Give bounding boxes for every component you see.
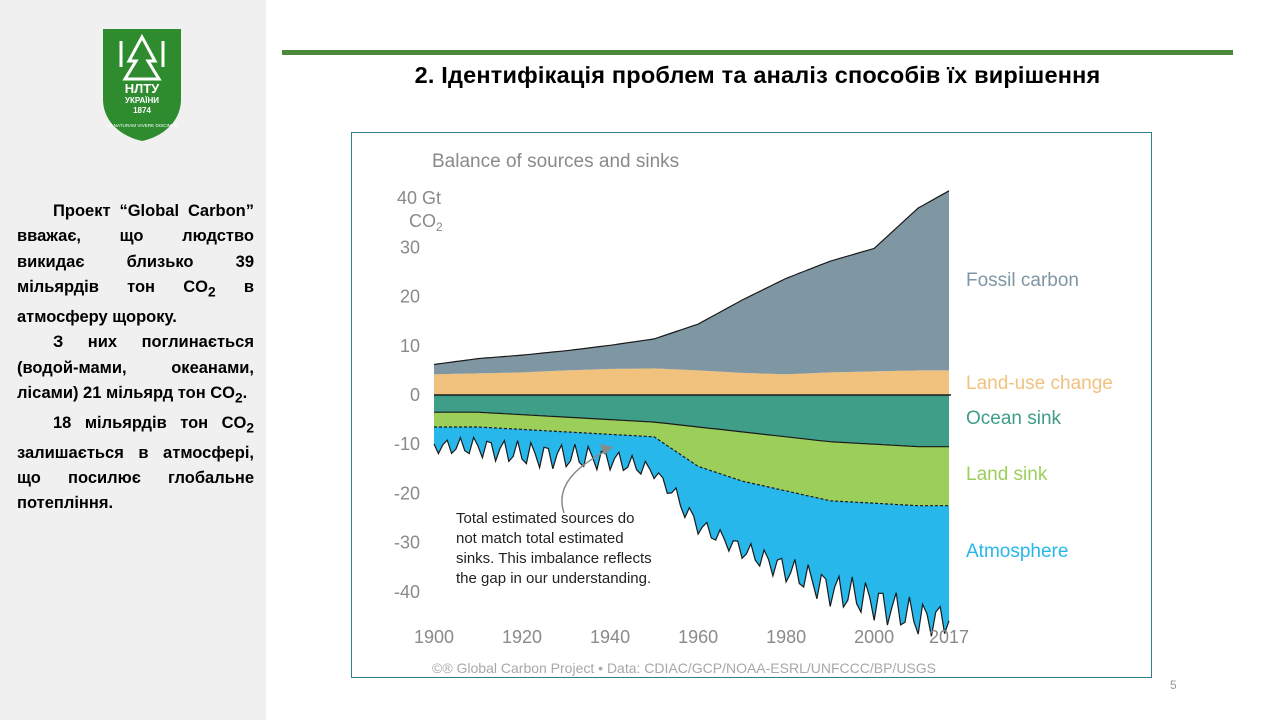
paragraph-2-text: З них поглинається (водой-мами, океанами…	[17, 333, 254, 403]
legend-atmosphere: Atmosphere	[966, 541, 1068, 562]
y-axis-label-2: CO2	[409, 211, 443, 234]
y-tick-label: 0	[410, 385, 420, 405]
paragraph-1: Проект “Global Carbon” вважає, що людств…	[17, 199, 254, 330]
legend-ocean-sink: Ocean sink	[966, 408, 1062, 429]
y-tick-label: 10	[400, 336, 420, 356]
x-tick-label: 1920	[502, 627, 542, 647]
y-tick-label: -40	[394, 582, 420, 602]
body-text: Проект “Global Carbon” вважає, що людств…	[17, 199, 254, 517]
y-axis-label-sub: 2	[436, 220, 443, 234]
annotation-arrow-head	[600, 444, 613, 455]
land-sink-area	[434, 412, 949, 506]
paragraph-3-text: 18 мільярдів тон CO	[53, 413, 247, 432]
atmosphere-line	[433, 435, 950, 637]
annotation-line: the gap in our understanding.	[456, 570, 651, 587]
ocean-sink-area	[434, 395, 949, 447]
land-use-change-area	[434, 368, 949, 395]
logo-line-2: УКРАЇНИ	[125, 96, 159, 105]
chart-layers	[433, 190, 951, 637]
fossil-carbon-area	[434, 190, 949, 375]
ocean-sink-line	[434, 411, 949, 448]
x-tick-label: 1900	[414, 627, 454, 647]
y-tick-label: 30	[400, 237, 420, 257]
paragraph-2: З них поглинається (водой-мами, океанами…	[17, 330, 254, 411]
subscript: 2	[207, 284, 216, 300]
slide-title: 2. Ідентифікація проблем та аналіз спосо…	[414, 62, 1101, 88]
atmosphere-area	[434, 427, 949, 637]
chart-frame: Balance of sources and sinks 40 Gt CO2 3…	[351, 132, 1152, 678]
paragraph-1-text: Проект “Global Carbon” вважає, що людств…	[17, 202, 254, 297]
y-axis-label-line-1: 40 Gt	[397, 188, 441, 208]
annotation-line: not match total estimated	[456, 530, 624, 547]
paragraph-2-text-end: .	[242, 384, 248, 403]
data-source: ©® Global Carbon Project • Data: CDIAC/G…	[432, 660, 936, 676]
logo-line-3: 1874	[133, 106, 151, 115]
y-axis-label-line-2: CO	[409, 211, 436, 231]
chart-title: Balance of sources and sinks	[432, 151, 679, 172]
y-tick-label: -30	[394, 533, 420, 553]
y-tick-label: -10	[394, 434, 420, 454]
subscript: 2	[246, 420, 254, 436]
page-number: 5	[1170, 678, 1177, 692]
legend-fossil-carbon: Fossil carbon	[966, 270, 1079, 291]
paragraph-3: 18 мільярдів тон CO2 залишається в атмос…	[17, 411, 254, 517]
y-tick-label: -20	[394, 483, 420, 503]
title-rule	[282, 50, 1233, 55]
annotation-line: sinks. This imbalance reflects	[456, 550, 652, 567]
total-sources-line	[433, 190, 950, 366]
x-ticks: 1900 1920 1940 1960 1980 2000 2017	[414, 627, 969, 647]
university-logo: НЛТУ УКРАЇНИ 1874 AD NATURAM VIVERE DISC…	[101, 27, 183, 143]
land-sink-line	[434, 426, 949, 507]
y-axis-label: 40 Gt	[397, 188, 441, 208]
x-tick-label: 1940	[590, 627, 630, 647]
y-tick-label: 20	[400, 287, 420, 307]
paragraph-1-text-end: в атмосферу щороку.	[17, 278, 254, 326]
logo-line-1: НЛТУ	[125, 81, 160, 96]
legend: Fossil carbon Land-use change Ocean sink La…	[966, 270, 1113, 562]
subscript: 2	[235, 390, 243, 406]
x-tick-label: 2017	[929, 627, 969, 647]
x-tick-label: 1960	[678, 627, 718, 647]
paragraph-3-text-end: залишається в атмосфері, що посилює глоб…	[17, 443, 254, 513]
annotation-arrow	[561, 448, 611, 514]
imbalance-annotation: Total estimated sources do not match tota…	[456, 444, 652, 587]
logo-line-4: AD NATURAM VIVERE DISCIMUS	[106, 123, 178, 128]
fir-tree-shield-icon: НЛТУ УКРАЇНИ 1874 AD NATURAM VIVERE DISC…	[103, 29, 181, 141]
left-panel: НЛТУ УКРАЇНИ 1874 AD NATURAM VIVERE DISC…	[0, 0, 266, 720]
x-tick-label: 1980	[766, 627, 806, 647]
legend-land-use-change: Land-use change	[966, 373, 1113, 394]
y-ticks: 30 20 10 0 -10 -20 -30 -40	[394, 237, 420, 601]
x-tick-label: 2000	[854, 627, 894, 647]
legend-land-sink: Land sink	[966, 464, 1048, 485]
carbon-balance-chart: Balance of sources and sinks 40 Gt CO2 3…	[394, 151, 1113, 676]
annotation-line: Total estimated sources do	[456, 510, 634, 527]
